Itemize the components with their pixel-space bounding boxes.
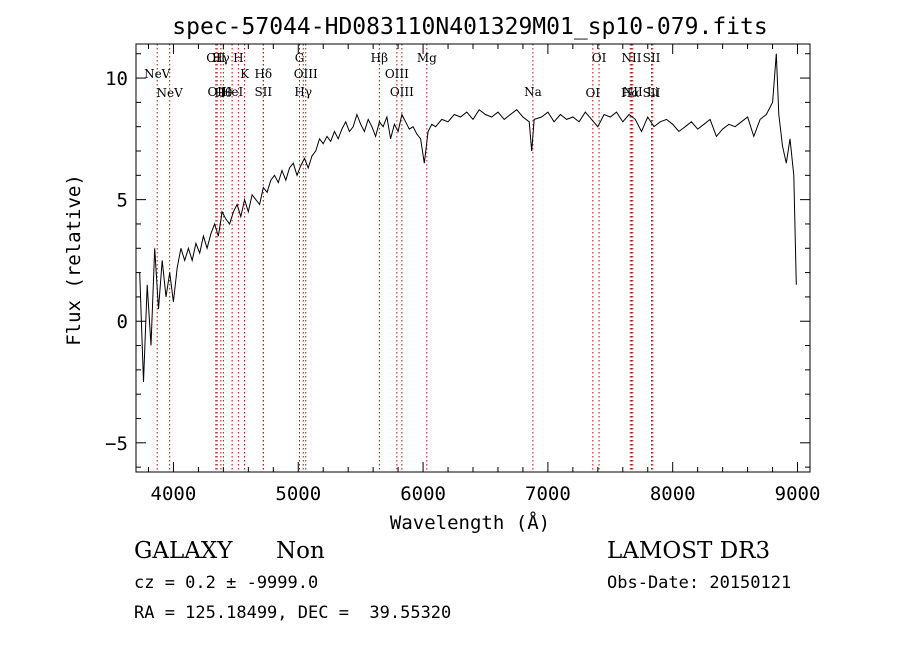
line-label: NeV <box>144 67 171 81</box>
chart-title: spec-57044-HD083110N401329M01_sp10-079.f… <box>172 14 767 40</box>
line-label: Hγ <box>294 85 312 99</box>
line-label: SII <box>643 51 661 65</box>
line-label: OIII <box>385 67 409 81</box>
line-label: NeV <box>157 86 184 100</box>
x-tick-label: 7000 <box>525 483 571 505</box>
line-label: OI <box>592 51 607 65</box>
redshift-label: cz = 0.2 ± -9999.0 <box>134 573 319 593</box>
y-tick-label: −5 <box>105 433 128 455</box>
line-label: NII <box>622 51 642 65</box>
line-label: K <box>240 67 250 81</box>
spectrum-chart: spec-57044-HD083110N401329M01_sp10-079.f… <box>63 14 821 534</box>
line-label: H <box>233 51 243 65</box>
line-markers <box>156 44 654 472</box>
line-label: OI <box>586 86 601 100</box>
x-tick-label: 9000 <box>775 483 821 505</box>
class-label: GALAXY <box>134 538 233 564</box>
line-label: Hθ <box>215 86 233 100</box>
line-label: Mg <box>417 51 437 65</box>
y-tick-label: 0 <box>117 311 128 333</box>
line-label: Hα <box>621 86 640 100</box>
x-tick-label: 4000 <box>151 483 197 505</box>
x-axis: 4000 5000 6000 7000 8000 9000 <box>147 44 821 505</box>
line-label: OIII <box>390 85 414 99</box>
x-tick-label: 5000 <box>275 483 321 505</box>
line-label: Hγ <box>212 51 230 65</box>
line-label: Li <box>647 85 659 99</box>
line-label: SII <box>643 86 661 100</box>
line-label: OII <box>206 51 226 65</box>
line-label: NII <box>623 85 643 99</box>
x-tick-label: 6000 <box>400 483 446 505</box>
plot-frame <box>135 43 811 473</box>
survey-label: LAMOST DR3 <box>607 538 771 564</box>
coords-label: RA = 125.18499, DEC = 39.55320 <box>134 603 452 623</box>
line-label: Hβ <box>371 51 388 65</box>
subclass-label: Non <box>276 538 325 564</box>
line-label: Hδ <box>254 67 272 81</box>
y-tick-label: 10 <box>105 68 128 90</box>
line-label: HeI <box>221 85 244 99</box>
spectrum-line <box>139 53 797 383</box>
x-axis-label: Wavelength (Å) <box>390 511 550 534</box>
x-tick-label: 8000 <box>650 483 696 505</box>
line-label: OIII <box>294 67 318 81</box>
line-label: G <box>295 51 305 65</box>
y-axis: −5 0 5 10 <box>105 53 810 468</box>
line-label: OII <box>207 85 227 99</box>
obs-date-label: Obs-Date: 20150121 <box>607 573 792 593</box>
line-label: Na <box>524 85 542 99</box>
y-tick-label: 5 <box>117 190 128 212</box>
line-label: SII <box>254 85 272 99</box>
y-axis-label: Flux (relative) <box>63 174 85 346</box>
